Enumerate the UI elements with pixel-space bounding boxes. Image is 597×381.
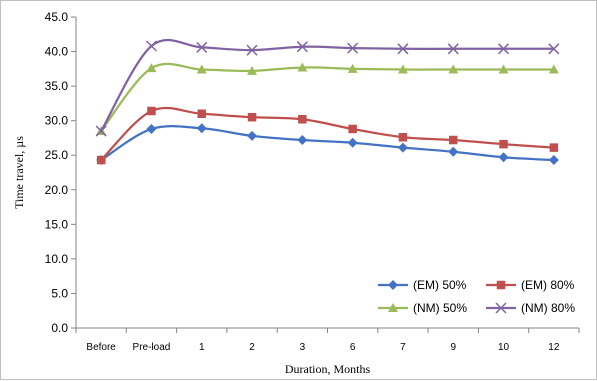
y-tick-label: 5.0 bbox=[51, 286, 68, 300]
legend-item-2: (EM) 80% bbox=[486, 278, 575, 292]
legend-item-3: (NM) 50% bbox=[378, 301, 467, 315]
series-1 bbox=[96, 123, 559, 166]
series-line bbox=[100, 106, 554, 161]
data-point bbox=[548, 64, 559, 74]
data-point bbox=[246, 44, 258, 56]
data-point bbox=[397, 64, 408, 74]
legend-label: (EM) 80% bbox=[521, 278, 575, 292]
data-point bbox=[96, 155, 106, 165]
y-tick-label: 20.0 bbox=[45, 183, 69, 197]
data-point bbox=[548, 155, 559, 166]
data-point bbox=[247, 65, 258, 75]
data-point bbox=[447, 43, 459, 55]
data-point bbox=[146, 63, 157, 73]
data-point bbox=[196, 64, 207, 74]
data-point bbox=[397, 142, 408, 153]
data-point bbox=[449, 135, 458, 145]
data-point bbox=[397, 43, 409, 55]
data-point bbox=[146, 123, 157, 134]
series-line bbox=[100, 62, 554, 132]
legend-swatch-marker bbox=[388, 303, 398, 312]
legend-label: (NM) 50% bbox=[413, 301, 467, 315]
y-tick-label: 30.0 bbox=[45, 114, 69, 128]
data-point bbox=[247, 130, 258, 141]
y-tick-label: 45.0 bbox=[45, 10, 69, 24]
data-point bbox=[297, 135, 308, 146]
axes-layer: 0.0 5.0 10.0 15.0 20.0 25.0 30.0 35.0 40.0 45.0 Be… bbox=[45, 10, 580, 353]
x-tick-label: 9 bbox=[450, 342, 456, 353]
data-point bbox=[247, 112, 257, 122]
y-tick-label: 15.0 bbox=[45, 217, 69, 231]
x-tick-label: 1 bbox=[199, 342, 205, 353]
x-tick-label: 3 bbox=[300, 342, 306, 353]
series-2 bbox=[96, 106, 559, 165]
x-tick-label: 2 bbox=[249, 342, 255, 353]
data-point bbox=[347, 63, 358, 73]
data-point bbox=[549, 143, 559, 152]
data-point bbox=[448, 146, 459, 157]
x-axis-title: Duration, Months bbox=[285, 362, 371, 376]
series-line bbox=[100, 39, 554, 132]
series-line bbox=[100, 124, 554, 162]
x-tick-label: 12 bbox=[548, 342, 560, 353]
series-3 bbox=[96, 62, 559, 136]
data-point bbox=[448, 64, 459, 74]
data-point bbox=[297, 62, 308, 72]
data-point bbox=[196, 41, 208, 53]
series-4 bbox=[95, 39, 560, 137]
y-axis-title: Time travel, µs bbox=[12, 136, 26, 209]
data-point bbox=[498, 64, 509, 74]
y-tick-label: 10.0 bbox=[45, 252, 69, 266]
legend-item-1: (EM) 50% bbox=[378, 278, 467, 292]
legend-item-4: (NM) 80% bbox=[486, 301, 575, 315]
data-point bbox=[298, 115, 307, 124]
legend-swatch-marker bbox=[496, 280, 506, 290]
x-tick-label: 10 bbox=[498, 342, 510, 353]
data-point bbox=[296, 41, 308, 53]
y-tick-label: 0.0 bbox=[51, 321, 68, 335]
series-layer bbox=[95, 39, 560, 166]
data-point bbox=[196, 123, 207, 134]
data-point bbox=[347, 137, 358, 148]
legend-label: (EM) 50% bbox=[413, 278, 467, 292]
y-tick-label: 35.0 bbox=[45, 79, 69, 93]
x-tick-label: 6 bbox=[350, 342, 356, 353]
data-point bbox=[498, 152, 509, 163]
y-tick-label: 25.0 bbox=[45, 148, 69, 162]
y-tick-label: 40.0 bbox=[45, 45, 69, 59]
data-point bbox=[347, 42, 359, 54]
x-tick-label: 7 bbox=[400, 342, 406, 353]
legend-swatch-marker bbox=[388, 280, 398, 290]
data-point bbox=[197, 109, 206, 119]
legend-swatch-marker bbox=[495, 302, 507, 314]
data-point bbox=[548, 43, 560, 55]
data-point bbox=[498, 43, 510, 55]
data-point bbox=[147, 106, 156, 116]
data-point bbox=[95, 125, 107, 137]
data-point bbox=[348, 124, 357, 134]
x-tick-label: Pre-load bbox=[133, 342, 171, 353]
data-point bbox=[145, 40, 157, 52]
legend-label: (NM) 80% bbox=[521, 301, 575, 315]
x-tick-label: Before bbox=[86, 342, 116, 353]
legend: (EM) 50% (EM) 80% (NM) 50% (NM) 80% bbox=[378, 278, 575, 315]
data-point bbox=[398, 133, 408, 142]
data-point bbox=[499, 139, 508, 149]
